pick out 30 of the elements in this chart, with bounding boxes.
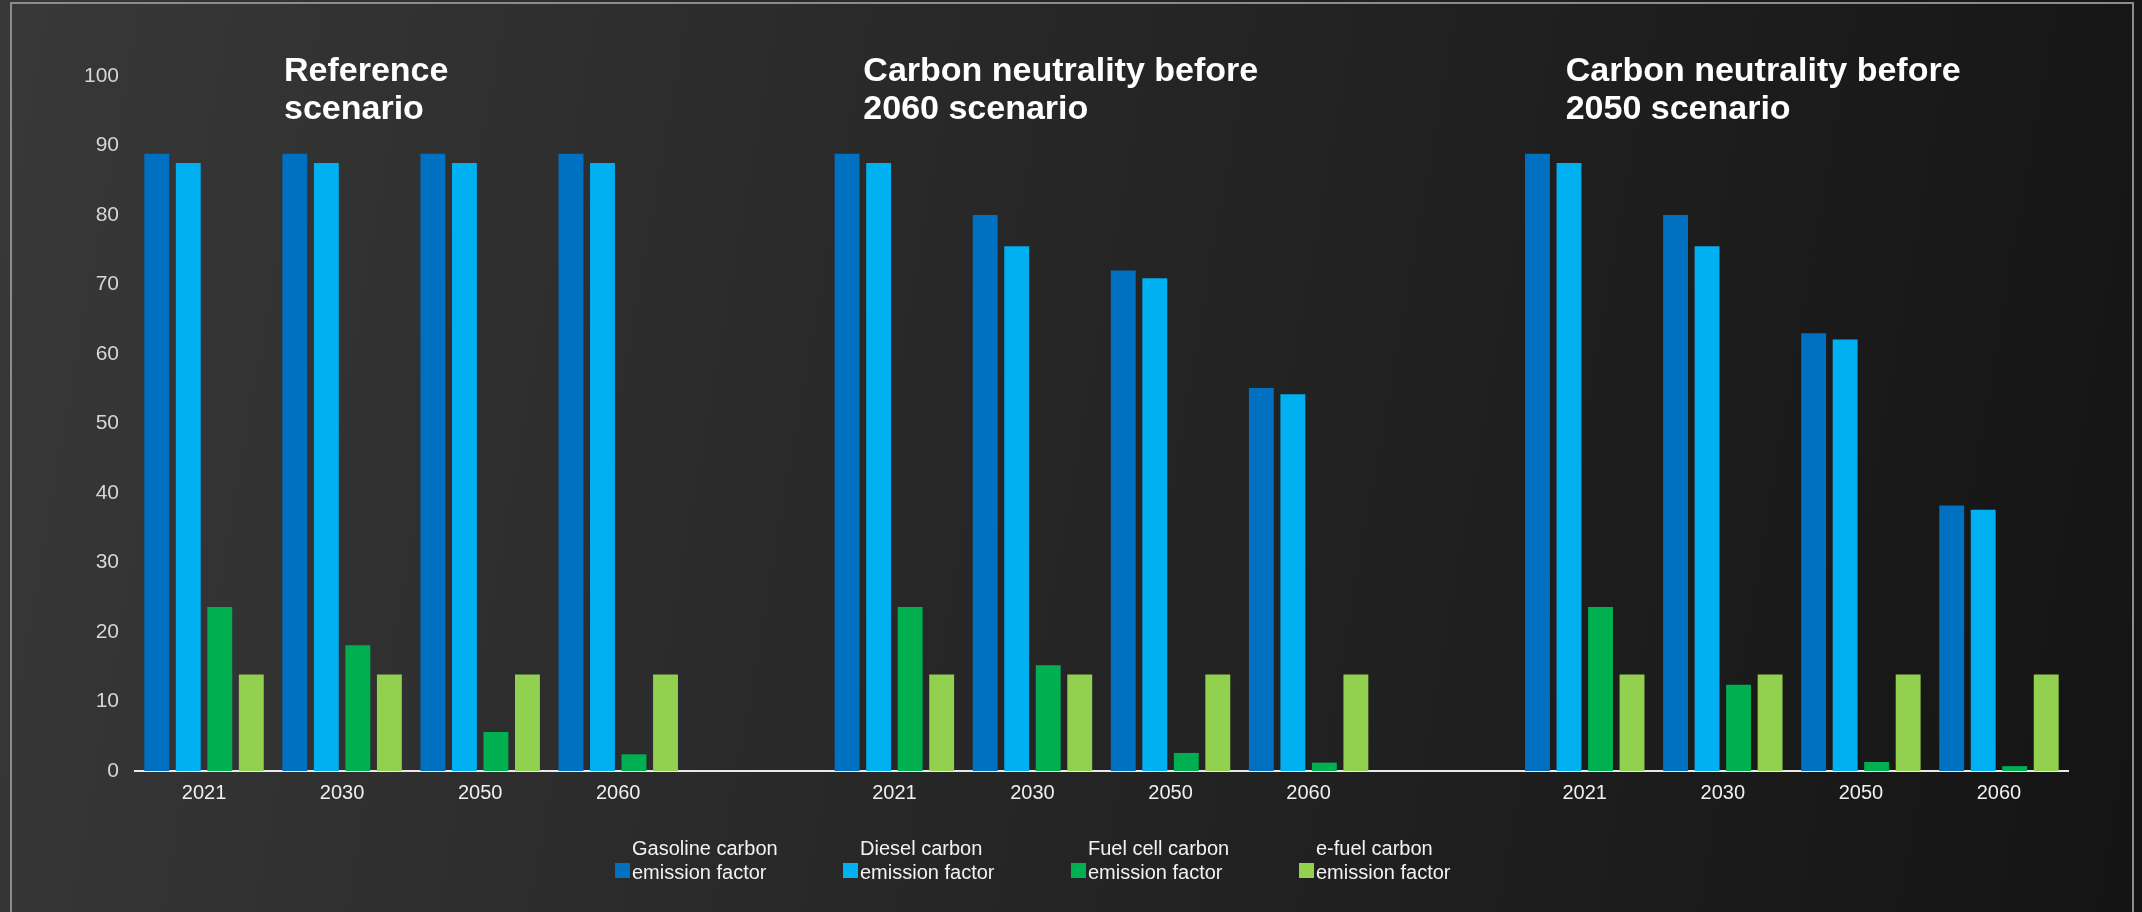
annotation: Carbon neutrality before 2050 scenario [1565,50,1962,126]
y-tick-label: 90 [95,132,119,156]
y-tick-label: 100 [83,62,119,86]
legend-label: Gasoline carbon emission factor [632,836,779,884]
legend-label: Fuel cell carbon emission factor [1088,836,1231,884]
x-tick-label: 2060 [596,780,641,803]
x-tick-label: 2030 [319,780,365,803]
y-tick-label: 10 [95,688,119,712]
x-tick-label: 2050 [457,780,503,803]
x-tick-label: 2021 [1562,780,1607,803]
x-tick-label: 2050 [1148,780,1193,803]
annotation: Reference scenario [284,50,450,126]
y-tick-label: 20 [95,618,119,642]
y-tick-label: 40 [95,479,119,503]
x-tick-label: 2060 [1286,780,1331,803]
y-tick-label: 70 [95,271,119,295]
y-tick-label: 30 [95,549,119,573]
x-tick-label: 2030 [1010,780,1055,803]
legend-label: e-fuel carbon emission factor [1316,836,1452,884]
x-tick-label: 2050 [1838,780,1884,803]
y-tick-label: 50 [95,410,119,434]
y-tick-label: 60 [95,340,119,364]
annotation: Carbon neutrality before 2060 scenario [863,50,1260,126]
y-tick-label: 80 [95,201,119,225]
y-tick-label: 0 [107,757,119,781]
x-tick-label: 2060 [1976,780,2022,803]
x-tick-label: 2021 [872,780,917,803]
x-tick-label: 2030 [1700,780,1746,803]
legend-label: Diesel carbon emission factor [860,836,996,884]
x-tick-label: 2021 [181,780,227,803]
